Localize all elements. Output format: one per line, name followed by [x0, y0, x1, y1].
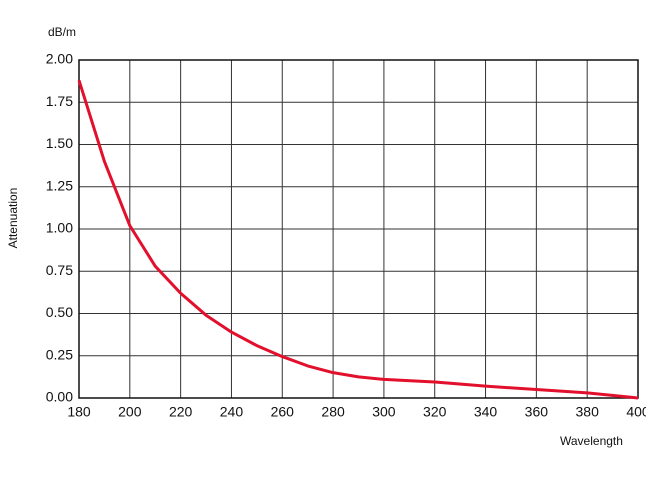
x-tick-label: 240: [220, 404, 244, 420]
x-tick-label: 380: [576, 404, 600, 420]
plot-frame: [78, 59, 639, 399]
x-tick-label: 360: [525, 404, 549, 420]
x-tick-label: 300: [372, 404, 396, 420]
x-tick-label: 400: [626, 404, 646, 420]
data-line: [77, 79, 639, 400]
x-tick-label: 180: [67, 404, 91, 420]
x-tick-label: 260: [271, 404, 295, 420]
x-tick-label: 220: [169, 404, 193, 420]
x-tick-label: 320: [423, 404, 447, 420]
y-unit: dB/m: [48, 25, 76, 39]
y-tick-label: 0.00: [46, 389, 73, 405]
x-tick-label: 200: [118, 404, 142, 420]
y-axis-label: Attenuation: [6, 188, 20, 249]
y-tick-label: 1.50: [46, 135, 73, 151]
y-tick-label: 0.25: [46, 346, 73, 362]
y-tick-label: 0.75: [46, 262, 73, 278]
x-axis-label: Wavelength: [560, 434, 623, 448]
y-tick-label: 1.75: [46, 93, 73, 109]
y-tick-label: 1.25: [46, 177, 73, 193]
y-tick-label: 1.00: [46, 220, 73, 236]
x-tick-label: 340: [474, 404, 498, 420]
x-tick-label: 280: [321, 404, 345, 420]
y-tick-label: 0.50: [46, 304, 73, 320]
y-tick-label: 2.00: [46, 51, 73, 67]
